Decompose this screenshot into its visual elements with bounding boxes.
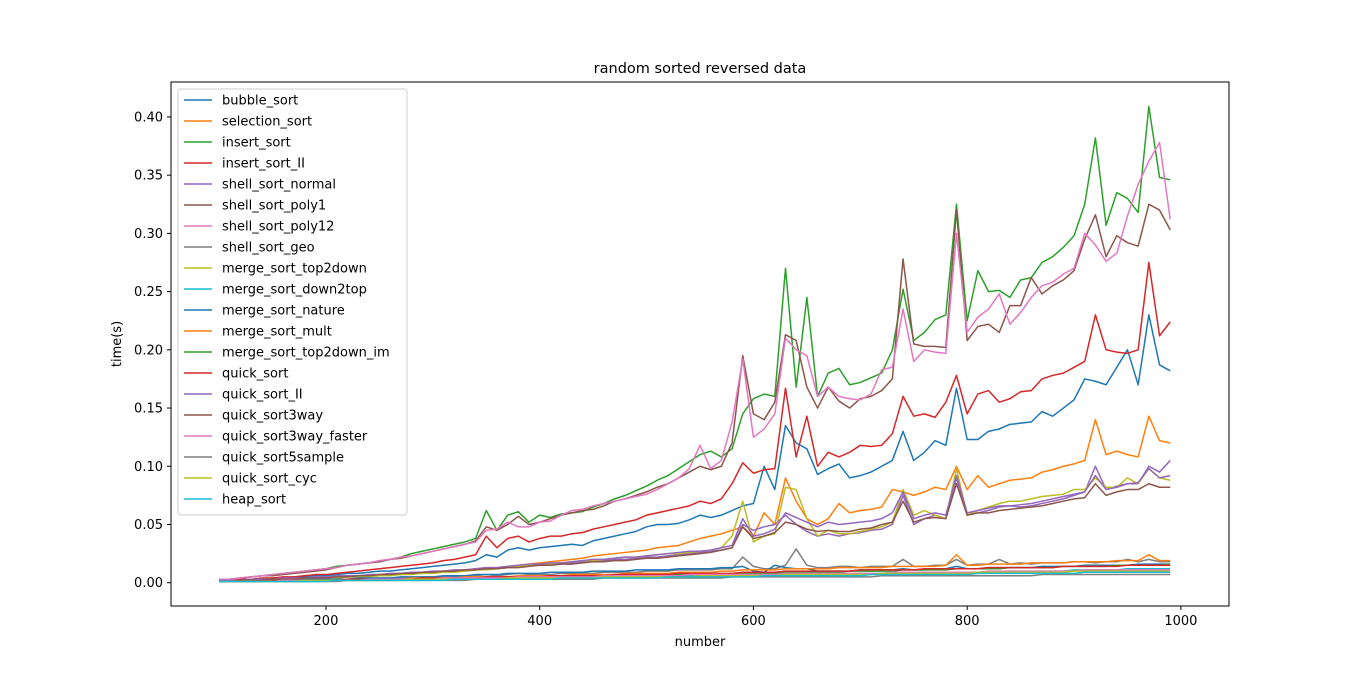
- chart-title: random sorted reversed data: [594, 61, 807, 77]
- series-line-shell-sort-poly12: [219, 141, 1171, 580]
- legend-label: insert_sort: [222, 136, 291, 151]
- legend-label: quick_sort3way_faster: [222, 430, 368, 445]
- legend-label: shell_sort_poly12: [222, 220, 334, 235]
- series-layer: [219, 105, 1171, 583]
- legend-label: quick_sort5sample: [222, 451, 344, 466]
- legend-label: merge_sort_nature: [222, 304, 345, 319]
- x-tick-label: 600: [741, 614, 766, 629]
- legend-label: shell_sort_poly1: [222, 199, 326, 214]
- x-axis-label: number: [675, 635, 726, 650]
- legend-label: quick_sort: [222, 367, 288, 382]
- legend-label: quick_sort_cyc: [222, 472, 317, 487]
- legend-label: quick_sort3way: [222, 409, 323, 424]
- legend-label: shell_sort_normal: [222, 178, 336, 193]
- series-line-quick-sort3way-faster: [219, 569, 1171, 583]
- series-line-shell-sort-poly1: [219, 203, 1171, 580]
- plot-area-frame: [170, 81, 1230, 607]
- series-line-quick-sort3way: [219, 482, 1171, 583]
- y-tick-label: 0.05: [134, 518, 163, 533]
- x-tick-label: 400: [527, 614, 552, 629]
- y-axis-label: time(s): [110, 321, 125, 367]
- y-axis: 0.00 0.05 0.10 0.15 0.20 0.25 0.30 0.35 0.40: [134, 110, 171, 591]
- y-tick-label: 0.40: [134, 110, 163, 125]
- y-tick-label: 0.10: [134, 460, 163, 475]
- legend-box: [177, 88, 408, 516]
- legend-label: merge_sort_top2down: [222, 262, 367, 277]
- legend: bubble_sort selection_sort insert_sortinse…: [177, 88, 408, 516]
- legend-label: selection_sort: [222, 115, 312, 130]
- legend-label: merge_sort_down2top: [222, 283, 367, 298]
- y-tick-label: 0.30: [134, 227, 163, 242]
- legend-label: merge_sort_mult: [222, 325, 332, 340]
- x-tick-label: 800: [955, 614, 980, 629]
- series-line-bubble-sort: [219, 314, 1171, 582]
- x-axis: 200 400 600 800 1000: [314, 606, 1197, 629]
- x-tick-label: 200: [314, 614, 339, 629]
- legend-label: shell_sort_geo: [222, 241, 315, 256]
- series-line-heap-sort: [219, 571, 1171, 583]
- legend-label: quick_sort_II: [222, 388, 303, 403]
- y-tick-label: 0.00: [134, 576, 163, 591]
- legend-label: bubble_sort: [222, 94, 298, 109]
- y-tick-label: 0.25: [134, 285, 163, 300]
- y-tick-label: 0.35: [134, 169, 163, 184]
- legend-label: merge_sort_top2down_im: [222, 346, 390, 361]
- y-tick-label: 0.20: [134, 343, 163, 358]
- y-tick-label: 0.15: [134, 402, 163, 417]
- series-line-insert-sort-II: [219, 261, 1171, 582]
- legend-label: heap_sort: [222, 493, 286, 508]
- legend-label: insert_sort_II: [222, 157, 305, 172]
- x-tick-label: 1000: [1164, 614, 1197, 629]
